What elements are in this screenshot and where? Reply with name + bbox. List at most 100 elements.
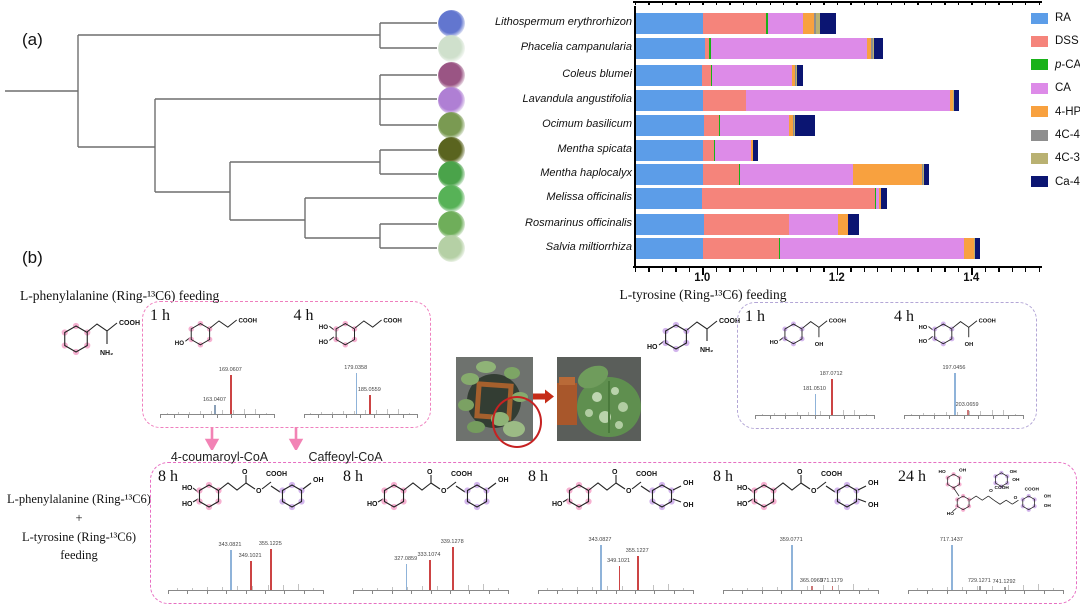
legend-item: 4C-3',4'-DHPL (1031, 151, 1080, 165)
bar-segment-p-CA (738, 164, 740, 185)
spectrum-axis-tick (346, 414, 348, 418)
x-axis-tick-top (702, 2, 704, 5)
spectrum-axis-tick (323, 590, 324, 594)
spectrum-panel: 8 h HO HO O O COOH OH OH 359.0771 365.0969 371.117… (706, 463, 891, 603)
bar-segment-p-CA (711, 65, 713, 86)
x-axis-tick-label: 1.4 (963, 272, 980, 284)
bar-segment-DSS (703, 90, 746, 111)
spectrum-panel: 24 h HO OH HO O OH OH COOH O OH OH COOH 717.1437 729.… (891, 463, 1076, 603)
noise-peak (354, 410, 356, 414)
tree-branches (5, 22, 437, 249)
time-label: 1 h (150, 307, 170, 324)
x-axis-tick-top (1011, 2, 1013, 5)
noise-peak (852, 584, 854, 590)
noise-peak (667, 584, 669, 590)
spectrum-axis-tick (874, 415, 875, 419)
noise-peak (310, 412, 312, 414)
bar-segment-CA (779, 238, 965, 259)
noise-peak (577, 587, 579, 590)
time-label: 24 h (898, 468, 926, 485)
legend-item: p-CA (1031, 58, 1080, 72)
legend-item: 4-HPL (1031, 105, 1080, 119)
svg-text:COOH: COOH (979, 318, 996, 324)
noise-peak (562, 587, 564, 590)
ms-peak-mz-label: 349.1021 (607, 558, 631, 564)
bar-segment-DSS (701, 188, 876, 209)
bar-segment-4C-4'-HPL (973, 238, 975, 259)
ms-peak (600, 545, 602, 590)
spectrum-panel-header: 4 h HO HO COOH OH (894, 306, 1031, 357)
spectrum-axis-tick (216, 414, 218, 418)
svg-text:HO: HO (737, 485, 748, 492)
spectrum-axis-tick (303, 414, 305, 418)
spectrum-axis-tick (1008, 415, 1010, 419)
svg-text:OH: OH (498, 477, 509, 484)
spectrum-axis-tick (908, 590, 909, 594)
svg-text:O: O (256, 488, 262, 495)
legend-swatch (1031, 106, 1048, 118)
bar-segment-RA (636, 38, 705, 59)
svg-text:NH₂: NH₂ (700, 347, 713, 354)
ms-peak (831, 379, 833, 415)
noise-peak (177, 588, 179, 590)
bar-segment-RA (636, 238, 704, 259)
x-axis-tick-top (944, 2, 946, 5)
svg-text:COOH: COOH (238, 318, 257, 325)
bar-segment-p-CA (719, 115, 721, 136)
combined-feeding-box: 8 h HO HO O O COOH OH 343.0821 349.1021 355.1225 8… (150, 462, 1077, 604)
x-axis-tick (971, 268, 973, 275)
combined-feeding-line: + (75, 510, 83, 525)
spectrum-axis-tick (755, 415, 756, 419)
spectrum-axis-tick (360, 414, 362, 418)
x-axis-tick-top (648, 2, 650, 5)
bar-segment-p-CA (778, 238, 780, 259)
noise-peak (977, 586, 979, 590)
svg-text:OH: OH (965, 342, 974, 348)
legend-label-italic: p (1055, 58, 1062, 71)
x-axis-tick-top (756, 2, 758, 5)
noise-peak (777, 586, 779, 590)
x-axis-tick-top (850, 2, 852, 5)
phenylalanine-structure: COOH NH₂ (46, 306, 156, 367)
legend-swatch (1031, 152, 1048, 164)
legend-label: 4C-4'-HPL (1055, 129, 1080, 141)
x-axis-tick-top (1038, 2, 1040, 5)
legend-label: 4C-3',4'-DHPL (1055, 152, 1080, 165)
panel-a-label: (a) (22, 30, 43, 49)
spectrum-panel-header: 8 h HO HO O O COOH OH (158, 466, 331, 527)
highlight-circle (492, 396, 542, 448)
legend-swatch (1031, 129, 1048, 141)
noise-peak (547, 588, 549, 590)
noise-peak (945, 412, 947, 415)
noise-peak (822, 585, 824, 590)
bar-segment-CA (768, 13, 803, 34)
noise-peak (282, 584, 284, 590)
noise-peak (362, 588, 364, 590)
ms-peak (637, 555, 639, 590)
spectrum-axis-tick (374, 414, 376, 418)
time-label: 4 h (293, 307, 314, 324)
spectrum-panel-header: 8 h HO O O COOH OH OH (528, 466, 701, 527)
species-label: Phacelia campanularia (520, 41, 632, 53)
noise-peak (166, 412, 168, 414)
spectrum-panel: 4 h HO HO COOH OH 197.0456 203.0659 (887, 303, 1036, 428)
bar-segment-p-CA (875, 188, 877, 209)
noise-peak (837, 584, 839, 590)
molecule-structure: HO HO COOH (318, 318, 402, 348)
svg-text:NH₂: NH₂ (100, 350, 113, 357)
x-axis-tick (756, 268, 758, 272)
spectrum-axis-tick (742, 590, 744, 594)
bar-segment-p-CA (745, 90, 747, 111)
spectrum-axis-tick (985, 590, 987, 594)
spectrum-axis-tick (654, 590, 656, 594)
molecule-wrap: HO O O COOH OH (366, 466, 521, 527)
molecule-wrap: HO O O COOH OH OH (551, 466, 706, 527)
bar-segment-CA (789, 214, 838, 235)
spectrum-panel-header: 4 h HO HO COOH (294, 305, 426, 356)
x-axis-tick (957, 268, 960, 272)
svg-text:COOH: COOH (995, 485, 1010, 491)
molecule-structure: HO O O COOH OH (367, 469, 509, 511)
noise-peak (376, 409, 378, 414)
combined-feeding-line: L-phenylalanine (Ring-¹³C6) (7, 492, 151, 506)
noise-peak (387, 409, 389, 414)
